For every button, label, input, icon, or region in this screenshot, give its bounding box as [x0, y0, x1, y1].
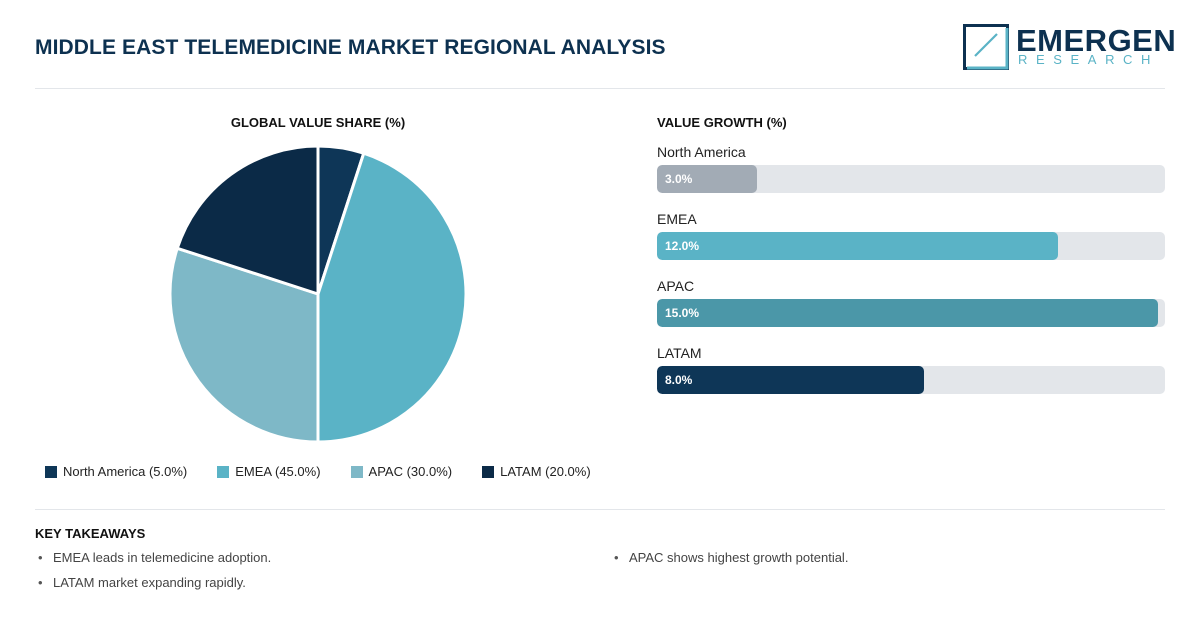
legend-item-apac: APAC (30.0%): [350, 464, 453, 479]
bar-track: 12.0%: [657, 232, 1165, 260]
bar-row-north-america: North America 3.0%: [657, 144, 1165, 211]
bar-track: 8.0%: [657, 366, 1165, 394]
bar-category-label: North America: [657, 144, 746, 160]
takeaway-item: LATAM market expanding rapidly.: [35, 574, 271, 599]
bar-value-label: 8.0%: [665, 373, 693, 387]
pie-chart-title: GLOBAL VALUE SHARE (%): [230, 115, 406, 130]
bar-value-label: 3.0%: [665, 172, 693, 186]
legend-swatch: [350, 465, 363, 478]
bar-category-label: LATAM: [657, 345, 702, 361]
pie-slice-latam: [175, 144, 320, 297]
legend-swatch: [45, 465, 57, 478]
legend-swatch: [482, 465, 495, 478]
bar-value-label: 12.0%: [665, 239, 700, 253]
bar-row-latam: LATAM 8.0%: [657, 345, 1165, 412]
takeaways-list-right: APAC shows highest growth potential.: [611, 549, 848, 574]
bar-fill: 12.0%: [657, 232, 1059, 260]
pie-chart: [168, 144, 468, 444]
bar-row-apac: APAC 15.0%: [657, 278, 1165, 345]
bar-row-emea: EMEA 12.0%: [657, 211, 1165, 278]
page-title: MIDDLE EAST TELEMEDICINE MARKET REGIONAL…: [35, 36, 666, 59]
growth-bar-chart: North America 3.0% EMEA 12.0% APAC 15.0%…: [657, 144, 1165, 412]
logo-subtitle: RESEARCH: [1018, 52, 1160, 67]
bar-category-label: APAC: [657, 278, 695, 294]
logo-wordmark: EMERGEN: [1016, 23, 1177, 58]
pie-slice-emea: [316, 151, 468, 444]
legend-label: EMEA (45.0%): [235, 464, 321, 479]
legend-label: APAC (30.0%): [368, 464, 453, 479]
header: MIDDLE EAST TELEMEDICINE MARKET REGIONAL…: [35, 0, 1176, 89]
takeaways-list-left: EMEA leads in telemedicine adoption. LAT…: [35, 549, 271, 599]
logo-mark-icon: [963, 24, 1009, 70]
takeaway-item: EMEA leads in telemedicine adoption.: [35, 549, 271, 574]
emergen-research-logo: EMERGEN RESEARCH: [963, 24, 1176, 72]
bar-chart-title: VALUE GROWTH (%): [657, 115, 787, 130]
bar-fill: 15.0%: [657, 299, 1159, 327]
legend-swatch: [217, 465, 230, 478]
legend-item-latam: LATAM (20.0%): [482, 464, 591, 479]
key-takeaways-title: KEY TAKEAWAYS: [35, 526, 146, 541]
bar-value-label: 15.0%: [665, 306, 700, 320]
pie-slice-apac: [168, 246, 320, 444]
legend-label: North America (5.0%): [63, 464, 188, 479]
bar-fill: 8.0%: [657, 366, 925, 394]
bar-fill: 3.0%: [657, 165, 758, 193]
legend-item-north-america: North America (5.0%): [45, 464, 187, 479]
takeaway-item: APAC shows highest growth potential.: [611, 549, 848, 574]
bar-track: 15.0%: [657, 299, 1165, 327]
section-divider: [35, 509, 1165, 510]
legend-item-emea: EMEA (45.0%): [217, 464, 321, 479]
pie-legend: North America (5.0%) EMEA (45.0%) APAC (…: [45, 464, 591, 479]
legend-label: LATAM (20.0%): [500, 464, 591, 479]
bar-track: 3.0%: [657, 165, 1165, 193]
bar-category-label: EMEA: [657, 211, 697, 227]
